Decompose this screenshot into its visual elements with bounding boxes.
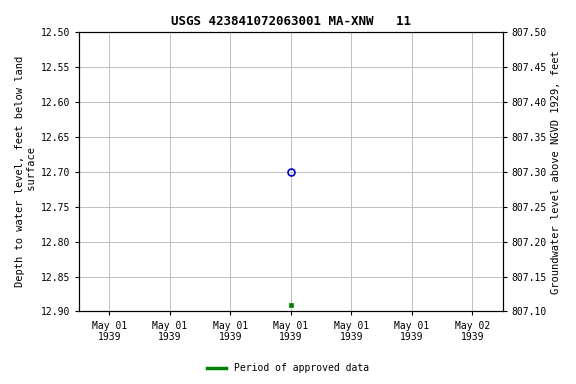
Legend: Period of approved data: Period of approved data [203, 359, 373, 377]
Title: USGS 423841072063001 MA-XNW   11: USGS 423841072063001 MA-XNW 11 [171, 15, 411, 28]
Y-axis label: Depth to water level, feet below land
 surface: Depth to water level, feet below land su… [15, 56, 37, 287]
Y-axis label: Groundwater level above NGVD 1929, feet: Groundwater level above NGVD 1929, feet [551, 50, 561, 294]
